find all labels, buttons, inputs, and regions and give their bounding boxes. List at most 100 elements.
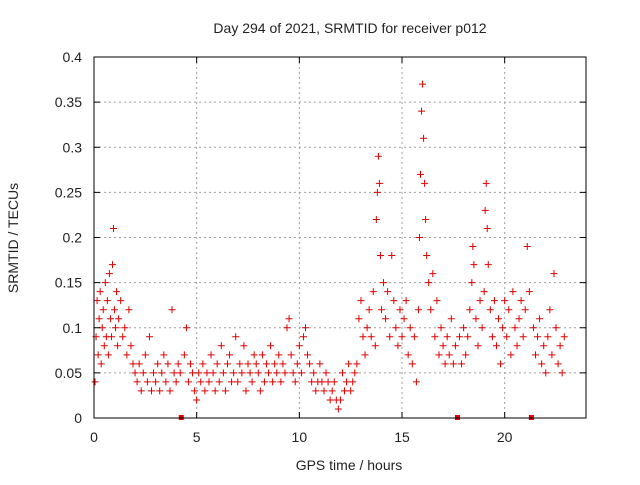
data-point: [334, 405, 342, 413]
data-point: [96, 288, 104, 296]
chart-title: Day 294 of 2021, SRMTID for receiver p01…: [213, 20, 486, 36]
data-point: [490, 297, 498, 305]
data-point: [469, 243, 477, 251]
data-point: [400, 315, 408, 323]
data-point: [392, 324, 400, 332]
x-tick-label: 5: [193, 429, 201, 445]
data-point: [125, 306, 133, 314]
data-point: [189, 369, 197, 377]
data-point: [94, 351, 102, 359]
data-point: [141, 351, 149, 359]
data-point: [103, 297, 111, 305]
data-point: [281, 369, 289, 377]
data-point: [382, 315, 390, 323]
data-point: [483, 224, 491, 232]
data-point: [544, 333, 552, 341]
data-point: [481, 206, 489, 214]
data-point: [556, 342, 564, 350]
y-tick-label: 0.35: [55, 94, 82, 110]
data-point: [158, 369, 166, 377]
data-point: [108, 261, 116, 269]
data-point: [486, 306, 494, 314]
data-point: [320, 387, 328, 395]
data-point: [505, 306, 513, 314]
data-point: [435, 351, 443, 359]
data-point: [398, 333, 406, 341]
data-point: [104, 351, 112, 359]
data-point: [326, 396, 334, 404]
data-point: [312, 387, 320, 395]
data-point: [279, 360, 287, 368]
data-point: [415, 234, 423, 241]
data-point: [254, 369, 262, 377]
data-point: [262, 360, 270, 368]
data-point: [531, 351, 539, 359]
data-point: [160, 351, 168, 359]
data-point: [345, 360, 353, 368]
data-point: [484, 261, 492, 269]
data-point: [517, 297, 525, 305]
data-point: [427, 306, 435, 314]
data-point: [324, 378, 332, 386]
data-point: [234, 378, 242, 386]
data-point: [199, 360, 207, 368]
data-point: [369, 288, 377, 296]
data-point: [509, 288, 517, 296]
data-point: [359, 333, 367, 341]
data-point: [164, 360, 172, 368]
data-point: [443, 333, 451, 341]
data-point: [217, 342, 225, 350]
data-point: [123, 351, 131, 359]
data-point: [166, 387, 174, 395]
data-point: [396, 306, 404, 314]
data-point: [154, 360, 162, 368]
data-point: [488, 333, 496, 341]
data-point: [464, 333, 472, 341]
data-point: [248, 378, 256, 386]
data-point: [495, 315, 503, 323]
data-point: [226, 351, 234, 359]
data-point: [451, 342, 459, 350]
data-point: [550, 270, 558, 278]
data-point: [197, 378, 205, 386]
data-point: [238, 369, 246, 377]
data-point: [211, 387, 219, 395]
data-point: [277, 378, 285, 386]
data-point: [367, 333, 375, 341]
data-point: [410, 333, 418, 341]
data-point: [111, 306, 119, 314]
data-point: [139, 369, 147, 377]
data-point: [456, 333, 464, 341]
data-point: [462, 351, 470, 359]
data-point: [429, 270, 437, 278]
data-point: [388, 252, 396, 260]
data-point: [143, 378, 151, 386]
data-point: [373, 188, 381, 196]
data-point: [421, 179, 429, 187]
data-point: [105, 270, 113, 278]
data-point: [376, 252, 384, 260]
data-point: [201, 387, 209, 395]
data-point: [468, 279, 476, 287]
data-point: [297, 369, 305, 377]
data-point: [209, 369, 217, 377]
data-point: [91, 378, 99, 386]
data-point: [228, 378, 236, 386]
data-point: [113, 288, 121, 296]
data-point: [285, 315, 293, 323]
data-point: [408, 360, 416, 368]
data-point: [441, 360, 449, 368]
data-point: [534, 333, 542, 341]
data-point: [121, 324, 129, 332]
data-point: [147, 387, 155, 395]
data-point: [129, 360, 137, 368]
data-point: [540, 342, 548, 350]
data-point: [203, 369, 211, 377]
data-point: [437, 324, 445, 332]
data-point: [377, 306, 385, 314]
data-point: [507, 351, 515, 359]
data-point: [542, 369, 550, 377]
data-point: [521, 306, 529, 314]
data-point: [306, 360, 314, 368]
data-point: [406, 324, 414, 332]
